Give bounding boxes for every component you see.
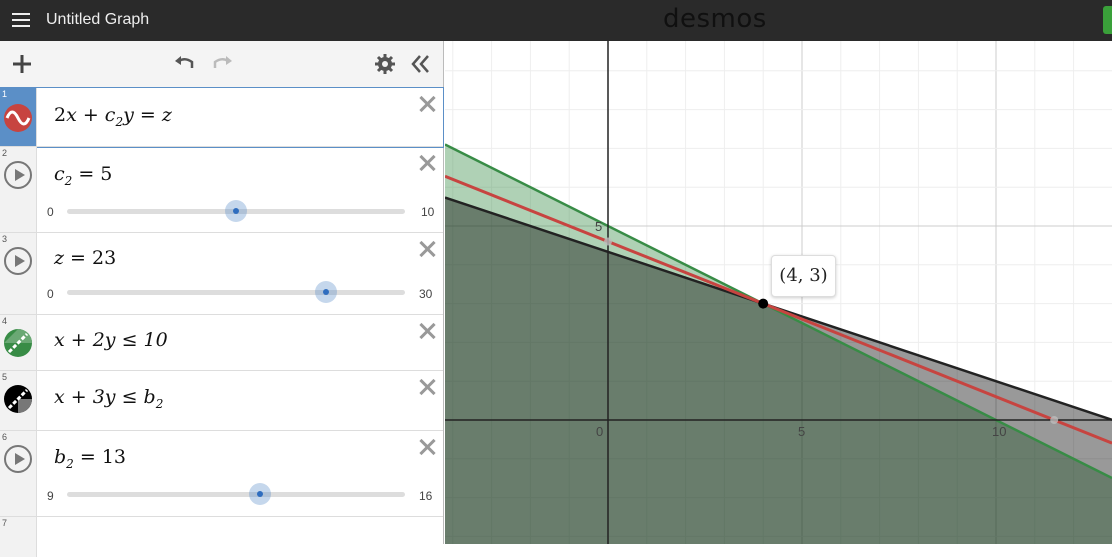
y-intercept-point (604, 237, 612, 246)
expression-index: 3 (2, 234, 8, 244)
expression-panel: 1 2x + c2y = z 2 c2 = 5 0 10 3 (0, 41, 444, 557)
expression-row-5[interactable]: 5 x + 3y ≤ b2 (0, 371, 443, 431)
slider-track[interactable] (67, 483, 405, 505)
redo-icon[interactable] (209, 51, 235, 77)
delete-expression-icon[interactable] (417, 437, 437, 457)
expression-index: 1 (2, 89, 8, 99)
expression-input[interactable]: x + 2y ≤ 10 (54, 329, 168, 351)
expression-row-3[interactable]: 3 z = 23 0 30 (0, 233, 443, 315)
intersection-point (758, 298, 769, 309)
delete-expression-icon[interactable] (417, 239, 437, 259)
slider-thumb[interactable] (315, 281, 338, 303)
play-icon[interactable] (4, 445, 32, 473)
slider-track[interactable] (67, 200, 405, 222)
expression-gutter: 1 (0, 88, 37, 146)
slider-value: 5 (100, 163, 113, 185)
expression-input[interactable]: c2 = 5 (54, 163, 112, 188)
objective-line-red (444, 174, 1112, 445)
hamburger-menu-icon[interactable] (12, 10, 30, 30)
expression-gutter: 3 (0, 233, 37, 314)
expression-row-6[interactable]: 6 b2 = 13 9 16 (0, 431, 443, 517)
expression-index: 2 (2, 148, 8, 158)
expression-subscript: 2 (155, 396, 164, 411)
graph-color-icon[interactable] (4, 104, 32, 132)
graph-canvas[interactable]: 0 5 10 5 (4, 3) (444, 41, 1112, 545)
slider-min[interactable]: 0 (47, 287, 54, 301)
delete-expression-icon[interactable] (417, 153, 437, 173)
x-tick-label: 0 (596, 424, 603, 439)
play-icon[interactable] (4, 247, 32, 275)
slider-thumb[interactable] (248, 483, 271, 505)
plus-icon[interactable] (9, 51, 35, 77)
graph-title[interactable]: Untitled Graph (46, 11, 150, 28)
expression-row-2[interactable]: 2 c2 = 5 0 10 (0, 147, 443, 233)
inequality-color-icon[interactable] (4, 385, 32, 413)
expression-row-1[interactable]: 1 2x + c2y = z (0, 87, 444, 148)
slider-track[interactable] (67, 281, 405, 303)
expression-row-4[interactable]: 4 x + 2y ≤ 10 (0, 315, 443, 371)
desmos-logo: desmos (663, 4, 767, 34)
variable-name: b (54, 446, 67, 468)
graph-svg[interactable]: 0 5 10 5 (444, 41, 1112, 545)
undo-icon[interactable] (172, 51, 198, 77)
expression-gutter: 5 (0, 371, 37, 430)
double-chevron-left-icon[interactable] (408, 51, 434, 77)
expression-input[interactable]: x + 3y ≤ b2 (54, 386, 163, 411)
variable-subscript: 2 (66, 456, 74, 471)
expression-gutter: 6 (0, 431, 37, 516)
slider-max[interactable]: 10 (421, 205, 435, 219)
expression-input[interactable]: 2x + c2y = z (54, 104, 172, 129)
y-tick-label: 5 (595, 219, 602, 234)
inequality-region-black (445, 197, 1112, 545)
delete-expression-icon[interactable] (417, 94, 437, 114)
expression-input[interactable]: z = 23 (54, 247, 116, 269)
share-button[interactable] (1103, 6, 1112, 34)
expression-text: x + 3y ≤ b (54, 386, 156, 408)
delete-expression-icon[interactable] (417, 321, 437, 341)
top-bar: Untitled Graph desmos (0, 0, 1112, 41)
variable-name: c (54, 163, 65, 185)
expression-row-7[interactable]: 7 (0, 517, 443, 557)
slider-max[interactable]: 16 (419, 489, 433, 503)
x-tick-label: 10 (992, 424, 1006, 439)
point-coordinate-label[interactable]: (4, 3) (771, 255, 836, 297)
expression-gutter: 2 (0, 147, 37, 232)
play-icon[interactable] (4, 161, 32, 189)
slider-max[interactable]: 30 (419, 287, 433, 301)
equals-sign: = (72, 163, 101, 185)
expression-toolbar (0, 41, 443, 88)
expression-index: 7 (2, 518, 8, 528)
expression-input[interactable]: b2 = 13 (54, 446, 126, 471)
inequality-color-icon[interactable] (4, 329, 32, 357)
gear-icon[interactable] (372, 51, 398, 77)
slider-thumb[interactable] (225, 200, 247, 222)
equals-sign: = (73, 446, 102, 468)
expression-gutter: 7 (0, 517, 37, 557)
expression-index: 5 (2, 372, 8, 382)
slider-min[interactable]: 0 (47, 205, 54, 219)
equals-sign: = (64, 247, 93, 269)
slider-value: 13 (101, 446, 126, 468)
expression-index: 4 (2, 316, 8, 326)
variable-subscript: 2 (64, 173, 73, 188)
expression-gutter: 4 (0, 315, 37, 370)
slider-value: 23 (92, 247, 117, 269)
delete-expression-icon[interactable] (417, 377, 437, 397)
expression-index: 6 (2, 432, 8, 442)
slider-min[interactable]: 9 (47, 489, 54, 503)
variable-name: z (54, 247, 65, 269)
x-tick-label: 5 (798, 424, 805, 439)
x-intercept-point (1050, 416, 1059, 424)
